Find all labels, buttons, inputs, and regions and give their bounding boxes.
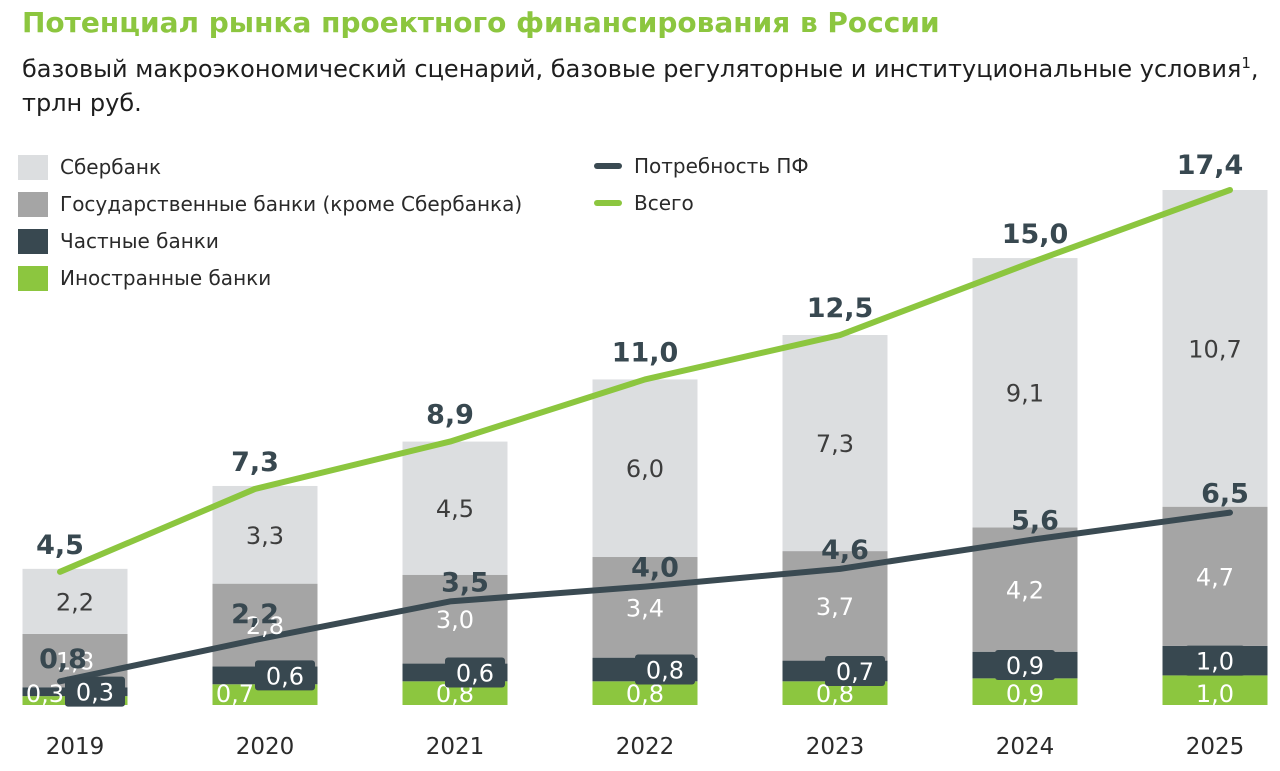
data-label-private: 0,6: [266, 662, 304, 690]
legend-label-foreign: Иностранные банки: [60, 266, 272, 290]
units-label: трлн руб.: [22, 89, 142, 117]
data-label-state: 2,8: [246, 612, 284, 640]
x-tick-label: 2023: [806, 734, 865, 760]
bar-segment-sber: [1162, 190, 1268, 507]
need-value-label: 0,8: [39, 644, 87, 675]
legend-line-total: [594, 200, 622, 206]
x-tick-label: 2019: [46, 734, 105, 760]
bar-segment-foreign: [1162, 675, 1268, 705]
total-value-label: 8,9: [426, 400, 474, 431]
data-label-sber: 9,1: [1006, 380, 1044, 408]
data-label-private: 0,6: [456, 659, 494, 687]
data-label-private: 1,0: [1196, 648, 1234, 676]
bar-segment-foreign: [592, 681, 698, 705]
data-label-foreign: 0,3: [26, 680, 64, 708]
data-label-box-private: [255, 660, 315, 691]
legend-swatch-private: [18, 228, 48, 254]
chart-title: Потенциал рынка проектного финансировани…: [22, 6, 940, 39]
legend-item-state: Государственные банки (кроме Сбербанка): [18, 191, 522, 217]
legend-label-state: Государственные банки (кроме Сбербанка): [60, 192, 523, 216]
legend-swatch-sber: [18, 154, 48, 180]
need-value-label: 6,5: [1201, 479, 1249, 510]
chart-subtitle: базовый макроэкономический сценарий, баз…: [22, 52, 1262, 120]
x-tick-label: 2020: [236, 734, 295, 760]
data-label-box-private: [825, 655, 885, 686]
data-label-private: 0,7: [836, 658, 874, 686]
bar-segment-sber: [592, 379, 698, 558]
data-label-box-private: [65, 676, 125, 707]
bar-segment-foreign: [782, 681, 888, 705]
data-label-private: 0,9: [1006, 652, 1044, 680]
bar-segment-state: [212, 583, 318, 667]
data-label-sber: 4,5: [436, 495, 474, 523]
data-label-state: 3,4: [626, 594, 664, 622]
data-label-private: 0,8: [646, 656, 684, 684]
subtitle-comma: ,: [1250, 55, 1259, 83]
total-value-label: 4,5: [36, 530, 84, 561]
total-value-label: 7,3: [231, 447, 279, 478]
data-label-box-private: [445, 657, 505, 688]
legend-label-total: Всего: [634, 191, 694, 215]
data-label-state: 3,0: [436, 606, 474, 634]
data-label-foreign: 1,0: [1196, 680, 1234, 708]
legend-item-need: Потребность ПФ: [594, 153, 809, 179]
data-label-state: 1,8: [56, 648, 94, 676]
data-label-box-private: [995, 650, 1055, 681]
bar-segment-sber: [782, 335, 888, 552]
data-label-sber: 6,0: [626, 455, 664, 483]
legend-swatch-state: [18, 191, 48, 217]
need-value-label: 4,6: [821, 535, 869, 566]
data-label-state: 4,7: [1196, 563, 1234, 591]
bar-segment-state: [592, 557, 698, 658]
bar-segment-sber: [972, 258, 1078, 528]
data-label-sber: 10,7: [1188, 335, 1241, 363]
legend-label-sber: Сбербанк: [60, 155, 162, 179]
legend-label-private: Частные банки: [60, 229, 219, 253]
data-label-private: 0,3: [76, 679, 114, 707]
x-tick-label: 2022: [616, 734, 675, 760]
legend-line-need: [594, 163, 622, 169]
legend-item-total: Всего: [594, 190, 694, 216]
bar-segment-foreign: [972, 678, 1078, 705]
need-value-label: 2,2: [231, 599, 279, 630]
total-value-label: 11,0: [612, 337, 679, 368]
bar-segment-state: [1162, 506, 1268, 646]
total-value-label: 12,5: [807, 293, 874, 324]
data-label-box-private: [1185, 645, 1245, 676]
bar-segment-state: [402, 574, 508, 664]
subtitle-text: базовый макроэкономический сценарий, баз…: [22, 55, 1242, 83]
need-value-label: 4,0: [631, 553, 679, 584]
legend-item-sber: Сбербанк: [18, 154, 161, 180]
data-label-sber: 2,2: [56, 588, 94, 616]
x-tick-label: 2025: [1186, 734, 1245, 760]
data-label-state: 3,7: [816, 593, 854, 621]
x-tick-label: 2024: [996, 734, 1055, 760]
legend-item-private: Частные банки: [18, 228, 219, 254]
data-label-sber: 7,3: [816, 430, 854, 458]
data-label-state: 4,2: [1006, 577, 1044, 605]
bar-segment-sber: [22, 568, 128, 634]
data-label-foreign: 0,7: [216, 680, 254, 708]
legend-swatch-foreign: [18, 265, 48, 291]
total-value-label: 17,4: [1177, 150, 1244, 181]
footnote-marker: 1: [1241, 54, 1251, 72]
data-label-foreign: 0,8: [626, 680, 664, 708]
need-value-label: 5,6: [1011, 505, 1059, 536]
total-value-label: 15,0: [1002, 219, 1069, 250]
need-value-label: 3,5: [441, 567, 489, 598]
x-tick-label: 2021: [426, 734, 485, 760]
total-line: [57, 187, 1233, 575]
data-label-foreign: 0,9: [1006, 680, 1044, 708]
legend-label-need: Потребность ПФ: [634, 154, 809, 178]
bar-segment-sber: [402, 441, 508, 575]
data-label-sber: 3,3: [246, 522, 284, 550]
data-label-box-private: [635, 654, 695, 685]
legend-item-foreign: Иностранные банки: [18, 265, 271, 291]
need-line: [57, 509, 1233, 685]
